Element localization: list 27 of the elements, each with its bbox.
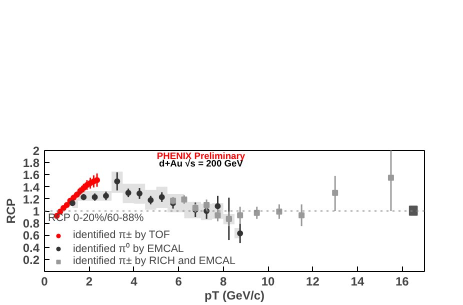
legend-label: identified π± by TOF: [73, 229, 170, 241]
x-tick-label: 12: [306, 274, 320, 288]
x-tick-label: 14: [350, 274, 364, 288]
x-tick-label: 10: [261, 274, 276, 288]
y-tick-label: 0.4: [22, 240, 40, 255]
x-tick-label: 6: [175, 274, 182, 288]
y-tick-label: 0.2: [22, 252, 40, 267]
x-tick-label: 8: [220, 274, 227, 288]
y-tick-label: 1.6: [22, 168, 40, 182]
y-tick-label: 0.8: [22, 216, 40, 231]
x-tick-label: 16: [395, 274, 410, 288]
legend-title: RCP 0-20%/60-88%: [48, 212, 145, 224]
y-tick-label: 1.4: [22, 180, 40, 194]
x-axis-title: pT (GeV/c): [204, 288, 265, 302]
y-tick-label: 1.2: [22, 192, 40, 206]
text: d+Au √s = 200 GeV: [159, 158, 244, 169]
chart-title: PHENIX Preliminary: [156, 150, 246, 161]
legend-label: identified π± by RICH and EMCAL: [73, 255, 236, 267]
y-tick-label: 2: [32, 144, 40, 158]
y-tick-label: 0.6: [22, 228, 40, 243]
x-tick-label: 2: [86, 274, 93, 288]
y-axis-title: RCP: [4, 198, 18, 224]
x-tick-label: 4: [130, 274, 138, 288]
legend-label: identified π⁰ by EMCAL: [73, 242, 184, 255]
x-tick-label: 0: [41, 274, 48, 288]
y-tick-label: 1.8: [22, 156, 40, 170]
y-tick-label: 1: [32, 204, 40, 218]
